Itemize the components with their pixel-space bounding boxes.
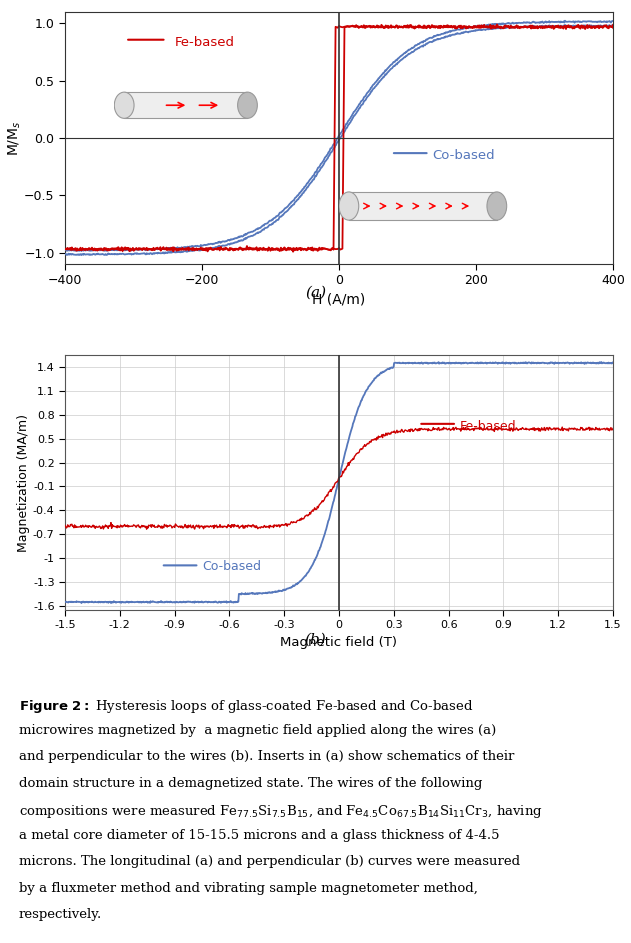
Text: by a fluxmeter method and vibrating sample magnetometer method,: by a fluxmeter method and vibrating samp…: [19, 882, 478, 895]
X-axis label: H (A/m): H (A/m): [312, 293, 365, 307]
Text: and perpendicular to the wires (b). Inserts in (a) show schematics of their: and perpendicular to the wires (b). Inse…: [19, 751, 514, 764]
Text: microwires magnetized by  a magnetic field applied along the wires (a): microwires magnetized by a magnetic fiel…: [19, 724, 496, 737]
Text: domain structure in a demagnetized state. The wires of the following: domain structure in a demagnetized state…: [19, 777, 482, 789]
Text: Co-based: Co-based: [202, 560, 261, 573]
X-axis label: Magnetic field (T): Magnetic field (T): [281, 636, 398, 649]
Text: respectively.: respectively.: [19, 908, 102, 921]
Text: Fe-based: Fe-based: [459, 420, 516, 433]
Text: Fe-based: Fe-based: [175, 36, 235, 49]
Text: compositions were measured Fe$_{77.5}$Si$_{7.5}$B$_{15}$, and Fe$_{4.5}$Co$_{67.: compositions were measured Fe$_{77.5}$Si…: [19, 802, 543, 820]
Text: microns. The longitudinal (a) and perpendicular (b) curves were measured: microns. The longitudinal (a) and perpen…: [19, 855, 520, 869]
Text: $\mathbf{Figure\ 2:}$ Hysteresis loops of glass-coated Fe-based and Co-based: $\mathbf{Figure\ 2:}$ Hysteresis loops o…: [19, 698, 473, 715]
Text: (a): (a): [305, 286, 326, 300]
Y-axis label: Magnetization (MA/m): Magnetization (MA/m): [17, 413, 30, 552]
Text: Co-based: Co-based: [432, 149, 495, 162]
Text: a metal core diameter of 15-15.5 microns and a glass thickness of 4-4.5: a metal core diameter of 15-15.5 microns…: [19, 829, 499, 842]
Y-axis label: M/M$_s$: M/M$_s$: [6, 120, 23, 156]
Text: (b): (b): [305, 633, 326, 647]
